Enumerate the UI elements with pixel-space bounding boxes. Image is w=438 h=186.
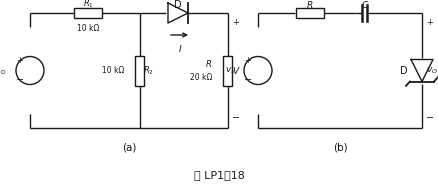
Text: −: −: [244, 76, 251, 86]
Text: +: +: [244, 56, 251, 65]
Text: D: D: [399, 65, 407, 76]
Polygon shape: [168, 3, 187, 23]
Text: +: +: [231, 18, 238, 27]
Text: $R_2$: $R_2$: [143, 64, 154, 77]
Text: −: −: [425, 113, 433, 123]
Text: +: +: [17, 56, 23, 65]
Text: 图 LP1－18: 图 LP1－18: [193, 170, 244, 180]
Text: $R$: $R$: [205, 58, 212, 69]
Circle shape: [244, 57, 272, 84]
Text: $V_{\rm DD}$: $V_{\rm DD}$: [0, 64, 6, 77]
Circle shape: [16, 57, 44, 84]
Text: $V$: $V$: [231, 65, 240, 76]
Text: $v_s$: $v_s$: [225, 65, 236, 76]
Bar: [74, 8, 102, 18]
Text: +: +: [425, 18, 432, 27]
Text: $R$: $R$: [306, 0, 313, 10]
Polygon shape: [410, 60, 432, 81]
Text: (b): (b): [332, 142, 346, 152]
Bar: [223, 55, 232, 86]
Text: $R_1$: $R_1$: [82, 0, 93, 10]
Text: D: D: [174, 0, 181, 10]
Text: 20 kΩ: 20 kΩ: [189, 73, 212, 82]
Text: 10 kΩ: 10 kΩ: [101, 66, 124, 75]
Bar: [135, 55, 144, 86]
Text: $v_O$: $v_O$: [425, 65, 437, 76]
Text: (a): (a): [121, 142, 136, 152]
Text: 10 kΩ: 10 kΩ: [77, 24, 99, 33]
Text: −: −: [16, 76, 24, 86]
Text: −: −: [231, 113, 240, 123]
Text: $I$: $I$: [177, 43, 182, 54]
Bar: [295, 8, 323, 18]
Text: $C$: $C$: [360, 0, 368, 10]
